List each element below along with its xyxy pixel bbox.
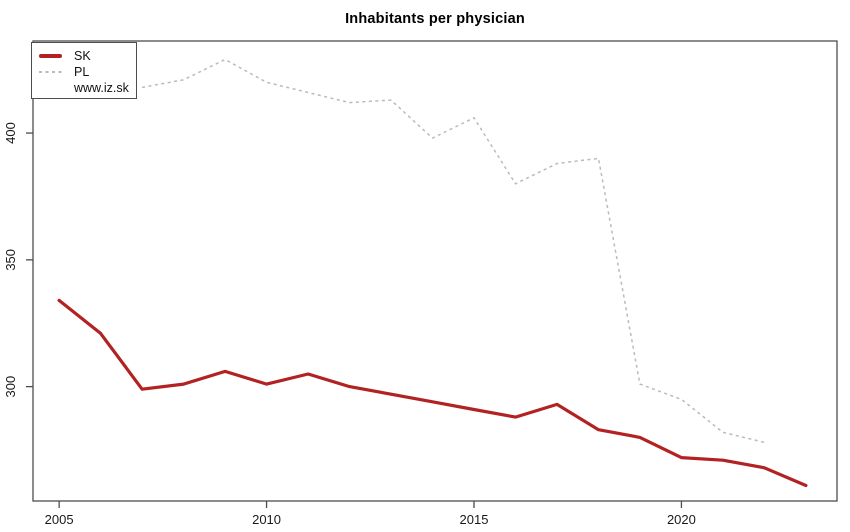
x-tick-label: 2010 [252,512,281,527]
plot-border [32,40,838,502]
series-line-sk [57,298,808,488]
legend: SK PL www.iz.sk [31,42,137,99]
y-tick-label: 300 [3,376,18,398]
y-tick-label: 400 [3,122,18,144]
legend-item-sk: SK [32,48,136,64]
x-tick-label: 2015 [460,512,489,527]
chart-title: Inhabitants per physician [345,11,525,27]
x-tick-label: 2005 [45,512,74,527]
x-tick-label: 2020 [667,512,696,527]
legend-item-pl: PL [32,64,136,80]
y-tick-label: 350 [3,249,18,271]
series-line-pl [141,58,765,444]
legend-label-sk: SK [74,49,91,63]
pl-line-sample-icon [39,71,62,73]
legend-item-watermark: www.iz.sk [32,80,136,96]
legend-label-watermark: www.iz.sk [74,81,129,95]
legend-label-pl: PL [74,65,90,79]
empty-line-sample [39,87,62,90]
sk-line-sample-icon [39,54,62,58]
